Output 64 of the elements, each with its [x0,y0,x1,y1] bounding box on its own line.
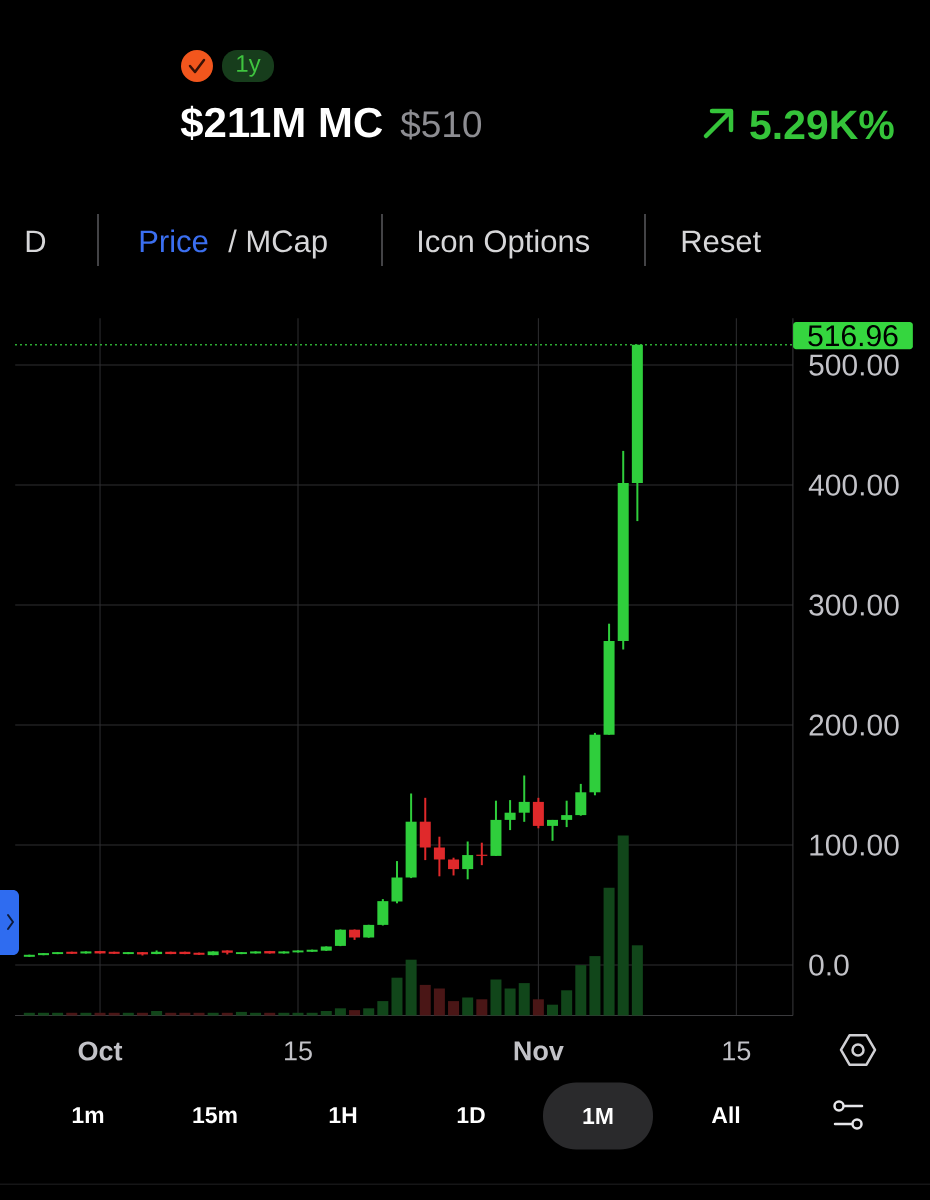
bar [532,999,544,1016]
candlestick [603,622,615,736]
candlestick [490,799,502,857]
text: / MCap [228,229,327,259]
y-tick-label: 300.00 [809,594,899,616]
y-tick-label: 200.00 [809,714,899,736]
candlestick [462,840,474,881]
candlestick [532,796,544,830]
x-tick-label: Oct [78,1041,123,1061]
bar [419,984,431,1016]
bar [561,990,573,1016]
x-tick-label: 15 [285,1041,312,1061]
ref-line-label: 516.96 [808,325,898,347]
bar [490,979,502,1016]
candlestick [518,774,530,823]
bar [363,1008,375,1016]
y-tick-label: 100.00 [810,834,899,856]
bar [589,956,601,1016]
x-tick-label: 15 [723,1041,751,1061]
text: All [711,1106,740,1123]
candlestick [504,799,516,832]
x-tick-label: Nov [514,1041,564,1061]
bar [391,977,403,1016]
bar [349,1010,361,1016]
chart-subtitle: $510 [400,109,482,140]
y-tick-label: 400.00 [808,474,899,496]
bar [575,965,587,1016]
y-tick-label: 0.0 [809,954,849,976]
candlestick [391,860,403,905]
text: 5.29K% [750,110,894,140]
text: Price [140,229,208,253]
candlestick [433,835,445,878]
bar [547,1004,559,1016]
text: D [26,230,46,252]
text: Reset [682,230,761,253]
candlestick [547,818,559,842]
bar [334,1008,346,1016]
bar [377,1001,389,1016]
candlestick [575,782,587,817]
bar [433,988,445,1016]
y-tick-label: 500.00 [809,354,899,376]
text: 1D [457,1107,485,1123]
bar [603,887,615,1016]
bar [631,945,643,1016]
candlestick [405,792,417,880]
text: 15m [193,1107,237,1124]
candlestick [419,796,431,862]
text: 1m [72,1107,104,1123]
candlestick [589,731,601,797]
text: 1H [329,1107,357,1123]
bar [518,983,530,1016]
candlestick [377,898,389,927]
text: Icon Options [419,229,590,259]
text: 1M [583,1108,613,1124]
text: 1y [237,55,261,77]
chart-title: $211M MC [180,105,383,141]
bar [617,835,629,1016]
bar [462,997,474,1016]
candlestick [561,799,573,829]
bar [448,1001,460,1016]
bar [405,959,417,1016]
bar [504,988,516,1016]
bar [476,999,488,1016]
candlestick [617,449,629,651]
